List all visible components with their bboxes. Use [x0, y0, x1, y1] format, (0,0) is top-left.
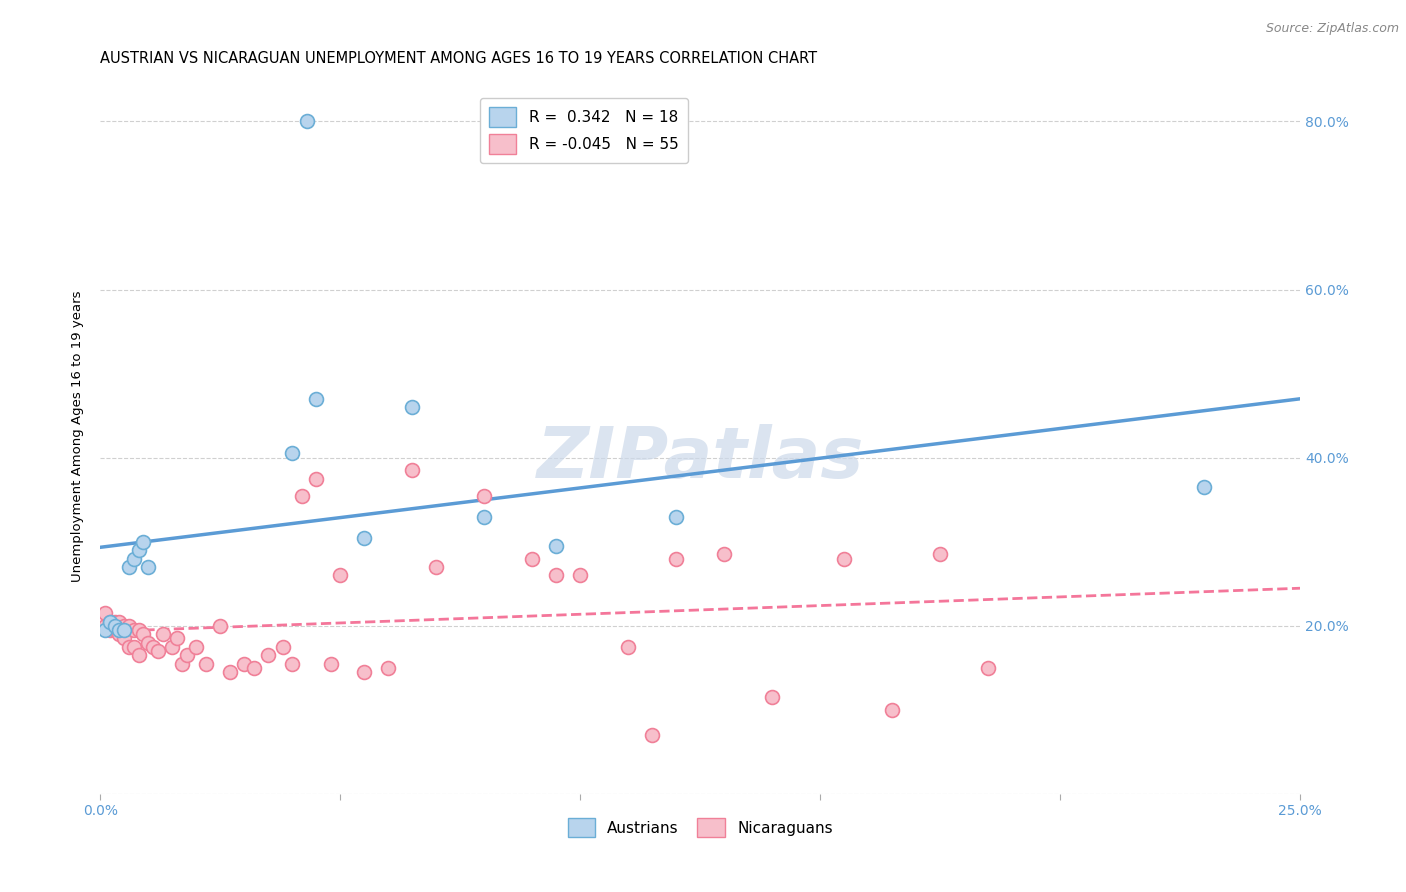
Point: [94, 623, 117, 637]
Point: [305, 392, 328, 406]
Point: [112, 619, 135, 633]
Point: [186, 640, 208, 654]
Point: [319, 657, 342, 671]
Point: [136, 635, 159, 649]
Point: [401, 401, 423, 415]
Point: [98, 615, 121, 629]
Point: [128, 543, 150, 558]
Point: [291, 489, 314, 503]
Point: [94, 606, 117, 620]
Point: [160, 640, 183, 654]
Point: [665, 509, 688, 524]
Point: [176, 648, 198, 663]
Point: [281, 446, 304, 460]
Point: [832, 551, 855, 566]
Point: [128, 648, 150, 663]
Point: [94, 619, 117, 633]
Point: [108, 627, 131, 641]
Point: [281, 657, 304, 671]
Point: [122, 640, 145, 654]
Point: [1192, 480, 1215, 494]
Point: [98, 615, 121, 629]
Point: [546, 568, 568, 582]
Point: [305, 472, 328, 486]
Point: [118, 640, 141, 654]
Point: [194, 657, 217, 671]
Point: [257, 648, 280, 663]
Point: [569, 568, 592, 582]
Point: [98, 623, 121, 637]
Point: [209, 619, 232, 633]
Point: [425, 560, 447, 574]
Point: [520, 551, 543, 566]
Point: [132, 534, 155, 549]
Point: [118, 619, 141, 633]
Point: [641, 728, 664, 742]
Point: [546, 539, 568, 553]
Point: [929, 548, 952, 562]
Point: [665, 551, 688, 566]
Point: [353, 531, 375, 545]
Point: [377, 661, 399, 675]
Point: [108, 623, 131, 637]
Point: [128, 623, 150, 637]
Point: [122, 551, 145, 566]
Point: [233, 657, 256, 671]
Y-axis label: Unemployment Among Ages 16 to 19 years: Unemployment Among Ages 16 to 19 years: [72, 291, 84, 582]
Point: [132, 627, 155, 641]
Point: [353, 665, 375, 679]
Point: [122, 623, 145, 637]
Point: [713, 548, 735, 562]
Text: AUSTRIAN VS NICARAGUAN UNEMPLOYMENT AMONG AGES 16 TO 19 YEARS CORRELATION CHART: AUSTRIAN VS NICARAGUAN UNEMPLOYMENT AMON…: [100, 51, 817, 66]
Point: [118, 560, 141, 574]
Legend: Austrians, Nicaraguans: Austrians, Nicaraguans: [561, 812, 839, 844]
Point: [104, 615, 127, 629]
Point: [152, 627, 174, 641]
Point: [104, 619, 127, 633]
Point: [271, 640, 294, 654]
Point: [977, 661, 1000, 675]
Point: [104, 623, 127, 637]
Point: [401, 463, 423, 477]
Point: [218, 665, 240, 679]
Point: [295, 114, 318, 128]
Point: [170, 657, 193, 671]
Point: [146, 644, 169, 658]
Text: Source: ZipAtlas.com: Source: ZipAtlas.com: [1265, 22, 1399, 36]
Point: [472, 489, 495, 503]
Point: [329, 568, 352, 582]
Point: [112, 632, 135, 646]
Text: ZIPatlas: ZIPatlas: [537, 424, 863, 492]
Point: [617, 640, 640, 654]
Point: [136, 560, 159, 574]
Point: [112, 623, 135, 637]
Point: [166, 632, 188, 646]
Point: [761, 690, 783, 705]
Point: [108, 615, 131, 629]
Point: [882, 703, 904, 717]
Point: [142, 640, 165, 654]
Point: [243, 661, 266, 675]
Point: [472, 509, 495, 524]
